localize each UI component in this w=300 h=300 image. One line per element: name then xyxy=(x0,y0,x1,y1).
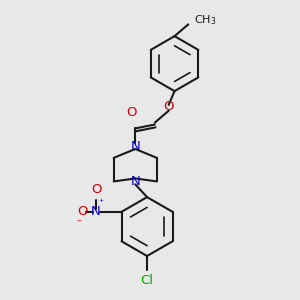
Text: N: N xyxy=(130,175,140,188)
Text: $^-$: $^-$ xyxy=(75,217,82,226)
Text: O: O xyxy=(164,100,174,113)
Text: N: N xyxy=(130,140,140,153)
Text: O: O xyxy=(77,205,88,218)
Text: N: N xyxy=(91,205,101,218)
Text: CH$_3$: CH$_3$ xyxy=(194,14,217,27)
Text: O: O xyxy=(126,106,136,118)
Text: $^+$: $^+$ xyxy=(97,198,105,207)
Text: O: O xyxy=(91,183,101,196)
Text: Cl: Cl xyxy=(141,274,154,287)
